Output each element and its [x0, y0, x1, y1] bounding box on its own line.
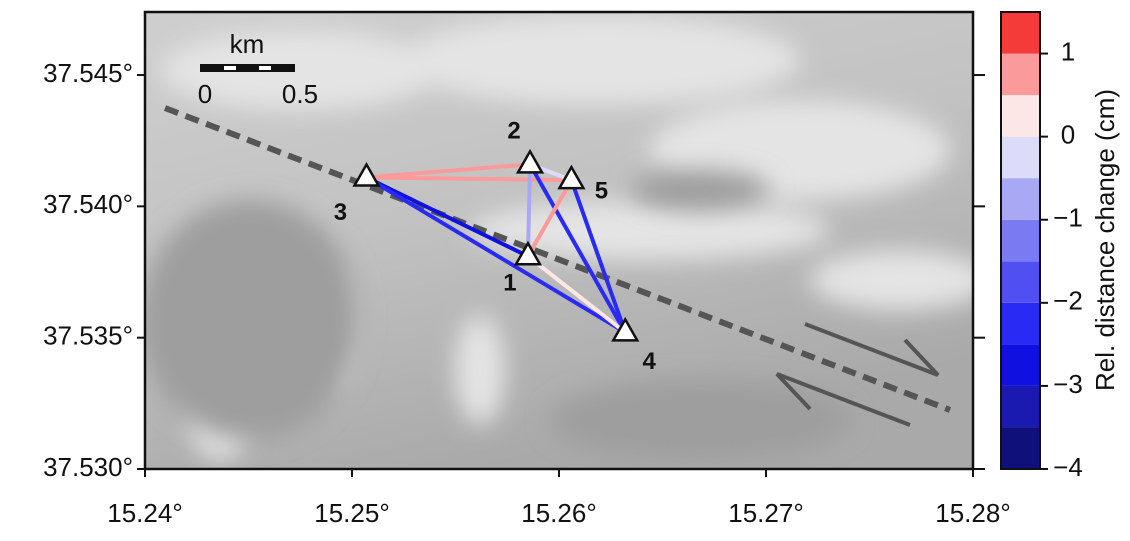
y-tick-label: 37.530° — [43, 452, 133, 482]
colorbar-bin — [1001, 178, 1040, 220]
colorbar-tick-label: −2 — [1053, 286, 1083, 316]
colorbar-tick-label: 0 — [1061, 120, 1075, 150]
station-label: 1 — [503, 270, 516, 297]
colorbar-bin — [1001, 95, 1040, 137]
x-tick-label: 15.25° — [314, 498, 389, 528]
colorbar-bin — [1001, 54, 1040, 96]
scale-tick-label: 0 — [198, 79, 212, 109]
colorbar-tick-label: −4 — [1053, 452, 1083, 482]
y-tick-label: 37.540° — [43, 189, 133, 219]
map-figure: 1 2 3 4 5 15.24° 15.25° 15.26° 15.27° 15.28° 37.5… — [0, 0, 1130, 536]
x-tick-label: 15.24° — [107, 498, 182, 528]
scale-unit: km — [230, 29, 265, 59]
station-label: 2 — [507, 118, 520, 145]
colorbar-tick-label: 1 — [1061, 36, 1075, 66]
colorbar-bin — [1001, 12, 1040, 54]
colorbar-bin — [1001, 261, 1040, 303]
colorbar-label: Rel. distance change (cm) — [1090, 89, 1120, 391]
colorbar-bin — [1001, 427, 1040, 469]
terrain — [140, 12, 990, 469]
colorbar-tick-label: −3 — [1053, 369, 1083, 399]
colorbar-bin — [1001, 386, 1040, 428]
y-tick-label: 37.545° — [43, 58, 133, 88]
colorbar: −4 −3 −2 −1 0 1 — [1001, 12, 1083, 482]
station-label: 5 — [595, 177, 608, 204]
x-tick-label: 15.26° — [521, 498, 596, 528]
station-label: 4 — [643, 348, 657, 375]
station-label: 3 — [334, 199, 347, 226]
colorbar-bin — [1001, 220, 1040, 262]
colorbar-bin — [1001, 137, 1040, 179]
colorbar-bin — [1001, 344, 1040, 386]
scale-tick-label: 0.5 — [282, 79, 318, 109]
colorbar-bin — [1001, 303, 1040, 345]
y-tick-label: 37.535° — [43, 321, 133, 351]
x-tick-label: 15.28° — [935, 498, 1010, 528]
colorbar-tick-label: −1 — [1053, 203, 1083, 233]
x-tick-label: 15.27° — [728, 498, 803, 528]
